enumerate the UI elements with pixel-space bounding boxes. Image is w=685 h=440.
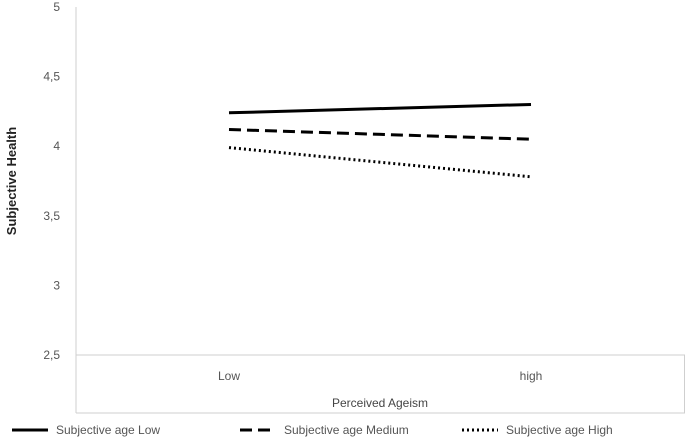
y-tick-label: 3,5: [43, 209, 60, 223]
plot-frame: [75, 7, 685, 414]
series-line-2: [228, 127, 532, 141]
x-tick-label: Low: [218, 369, 240, 383]
y-axis-label: Subjective Health: [4, 127, 19, 235]
x-axis-label: Perceived Ageism: [332, 396, 428, 410]
series-lines: [228, 102, 532, 179]
legend: Subjective age Low Subjective age Medium S…: [12, 423, 613, 437]
x-tick-label: high: [520, 369, 543, 383]
y-axis-ticks: 2,5 3 3,5 4 4,5 5: [43, 0, 60, 362]
y-tick-label: 4: [53, 139, 60, 153]
y-tick-label: 3: [53, 278, 60, 292]
y-tick-label: 2,5: [43, 348, 60, 362]
legend-label-1: Subjective age Low: [56, 423, 160, 437]
legend-label-2: Subjective age Medium: [284, 423, 409, 437]
series-line-1: [228, 102, 532, 115]
legend-label-3: Subjective age High: [506, 423, 613, 437]
series-line-3: [228, 146, 532, 179]
x-axis-ticks: Low high: [218, 369, 542, 383]
y-tick-label: 5: [53, 0, 60, 14]
y-tick-label: 4,5: [43, 70, 60, 84]
